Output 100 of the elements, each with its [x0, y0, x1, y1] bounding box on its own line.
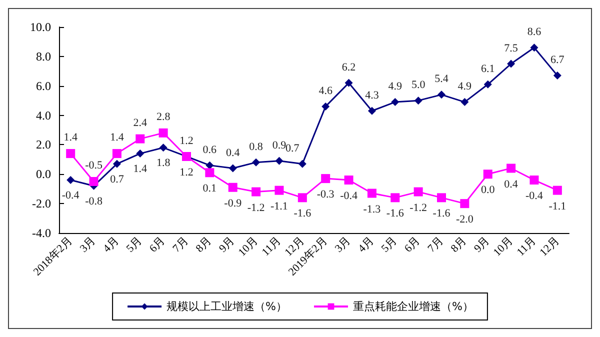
data-label: 1.2 — [180, 166, 194, 178]
point — [274, 186, 284, 195]
point — [530, 44, 538, 52]
data-label: -1.2 — [247, 202, 265, 214]
data-label: 7.5 — [504, 42, 518, 54]
point — [298, 193, 307, 202]
point — [506, 164, 516, 173]
data-label: 6.7 — [550, 54, 565, 66]
point — [484, 80, 492, 88]
point — [252, 187, 261, 196]
data-label: 5.4 — [434, 73, 449, 86]
y-tick-label: -2.0 — [32, 196, 51, 211]
data-label: 0.6 — [202, 144, 218, 156]
point — [89, 177, 98, 186]
y-tick-label: 8.0 — [36, 49, 51, 64]
x-tick-label: 8月 — [448, 234, 469, 255]
x-tick-label: 6月 — [147, 234, 168, 255]
data-label: -0.5 — [85, 160, 103, 172]
data-label: -0.8 — [85, 195, 103, 208]
data-label: -2.0 — [456, 214, 474, 226]
data-label: -1.2 — [410, 202, 428, 214]
x-tick-label: 7月 — [170, 234, 191, 255]
data-label: -1.1 — [548, 200, 566, 212]
data-label: 0.4 — [226, 146, 240, 159]
data-label: -0.3 — [316, 188, 335, 201]
data-label: -1.6 — [294, 208, 312, 220]
x-tick-label: 12月 — [538, 234, 562, 259]
point — [252, 158, 260, 166]
point — [507, 60, 516, 68]
data-label: 4.6 — [318, 84, 333, 97]
point — [66, 149, 76, 158]
x-tick-label: 11月 — [514, 234, 538, 258]
point — [414, 96, 422, 105]
x-tick-label: 3月 — [332, 234, 354, 255]
point — [344, 78, 353, 87]
data-label: 0.0 — [480, 184, 496, 196]
point — [159, 144, 168, 152]
data-label: 1.2 — [180, 134, 194, 147]
y-tick-label: 10.0 — [30, 20, 51, 34]
data-label: -0.9 — [224, 197, 242, 210]
y-tick-label: 4.0 — [36, 108, 51, 122]
x-tick-label: 8月 — [194, 234, 214, 255]
x-tick-label: 11月 — [260, 234, 284, 258]
x-tick-label: 5月 — [124, 234, 144, 255]
data-label: 5.0 — [411, 79, 426, 92]
x-tick-label: 6月 — [402, 234, 423, 255]
x-tick-label: 9月 — [216, 234, 238, 255]
point — [136, 134, 145, 144]
data-label: 1.4 — [64, 132, 78, 144]
data-label: 6.1 — [480, 62, 495, 75]
point — [66, 176, 75, 184]
x-tick-label: 4月 — [101, 234, 122, 255]
y-tick-label: 6.0 — [36, 78, 51, 93]
point — [460, 199, 470, 208]
data-label: 4.3 — [365, 89, 380, 102]
point — [228, 164, 237, 172]
point — [321, 174, 330, 184]
data-label: 0.4 — [504, 178, 518, 190]
x-tick-label: 4月 — [356, 234, 376, 255]
data-label: -1.1 — [270, 200, 288, 212]
x-tick-label: 10月 — [491, 234, 516, 259]
point — [460, 98, 469, 106]
point — [206, 161, 214, 170]
point — [112, 149, 122, 158]
data-label: 1.8 — [156, 157, 171, 170]
data-label: 2.8 — [156, 110, 171, 123]
point — [483, 170, 492, 179]
x-tick-label: 10月 — [236, 234, 260, 259]
legend-label: 规模以上工业增速（%） — [166, 300, 287, 313]
data-label: 6.2 — [342, 61, 356, 74]
x-tick-label: 5月 — [379, 234, 400, 255]
point — [136, 150, 144, 158]
point — [322, 102, 330, 110]
data-label: 4.9 — [388, 80, 403, 93]
data-label: -1.6 — [386, 208, 404, 220]
data-label: 8.6 — [527, 26, 542, 38]
point — [390, 193, 400, 202]
data-label: 1.4 — [133, 163, 148, 176]
data-label: 2.4 — [133, 116, 148, 129]
data-label: -0.4 — [340, 190, 358, 202]
x-tick-label: 3月 — [78, 234, 98, 255]
point — [344, 176, 354, 185]
y-tick-label: 0.0 — [36, 167, 51, 182]
data-label: -1.3 — [363, 203, 382, 216]
data-label: 0.1 — [202, 182, 217, 195]
point — [553, 72, 562, 80]
point — [530, 176, 539, 185]
point — [368, 106, 376, 115]
point — [367, 188, 376, 198]
data-label: 1.4 — [110, 132, 124, 144]
data-label: -0.4 — [62, 190, 80, 202]
point — [414, 187, 423, 196]
data-label: -1.6 — [432, 208, 451, 220]
y-tick-label: 2.0 — [36, 138, 51, 152]
point — [112, 160, 121, 168]
point — [158, 128, 168, 138]
legend-label: 重点耗能企业增速（%） — [353, 300, 474, 313]
point — [228, 182, 238, 192]
x-tick-label: 7月 — [426, 234, 446, 255]
data-label: 4.9 — [458, 80, 472, 93]
